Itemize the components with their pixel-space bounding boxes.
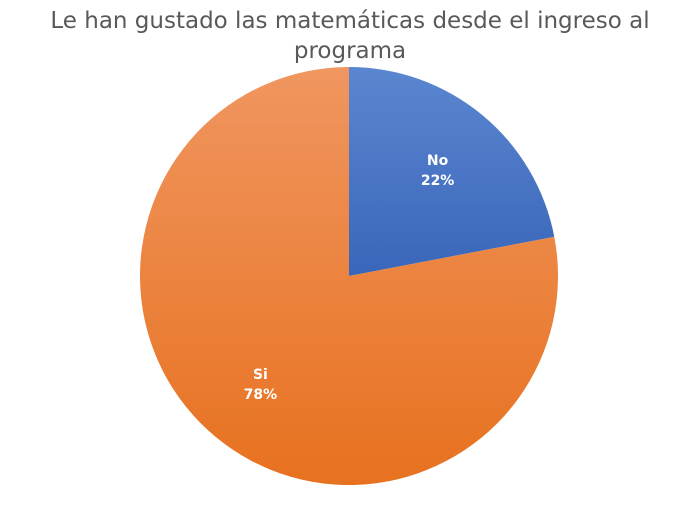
slice-percent-no: 22% xyxy=(421,173,455,189)
chart-title: Le han gustado las matemáticas desde el … xyxy=(50,8,650,64)
pie-slice-no xyxy=(349,67,555,276)
slice-label-no: No xyxy=(427,153,449,169)
slice-percent-si: 78% xyxy=(244,387,278,403)
slice-label-si: Si xyxy=(253,367,268,383)
pie-slice-si xyxy=(140,67,559,485)
